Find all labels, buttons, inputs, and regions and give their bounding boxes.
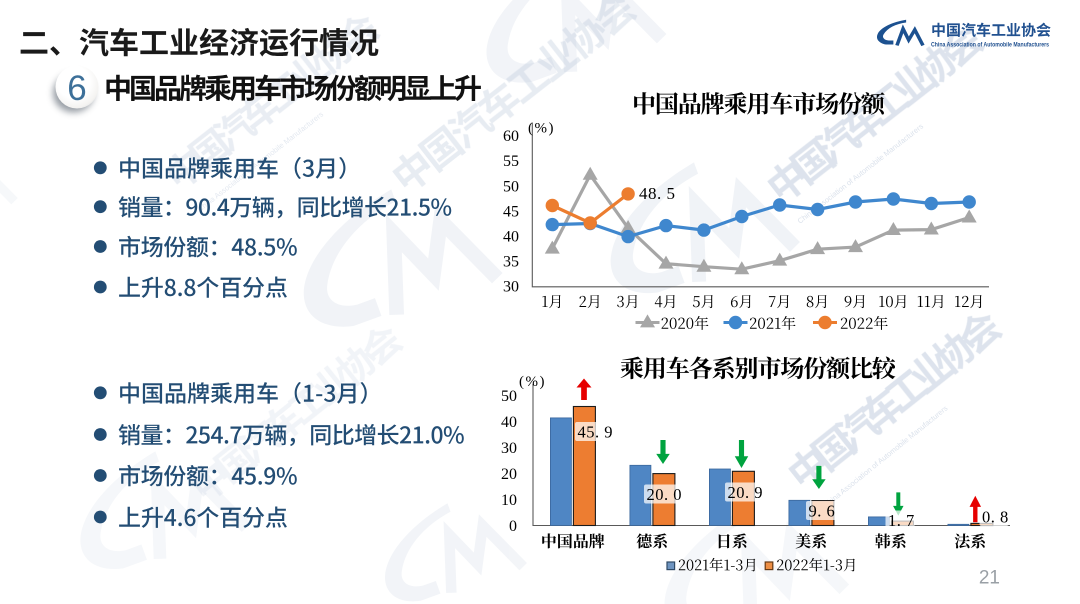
svg-text:(%): (%) — [519, 374, 546, 390]
svg-text:0: 0 — [509, 518, 517, 535]
svg-text:20: 20 — [501, 466, 517, 483]
svg-text:35: 35 — [503, 254, 519, 271]
svg-text:(%): (%) — [528, 121, 555, 137]
svg-text:50: 50 — [503, 178, 519, 195]
svg-text:20. 0: 20. 0 — [647, 485, 683, 504]
svg-text:6: 6 — [67, 69, 86, 108]
svg-text:55: 55 — [503, 153, 519, 170]
svg-text:10: 10 — [501, 492, 517, 509]
svg-text:1. 7: 1. 7 — [888, 511, 915, 530]
svg-text:0. 8: 0. 8 — [982, 508, 1009, 527]
svg-text:45: 45 — [503, 203, 519, 220]
svg-text:45. 9: 45. 9 — [578, 423, 614, 442]
svg-text:9. 6: 9. 6 — [809, 502, 836, 521]
svg-text:40: 40 — [501, 414, 517, 431]
svg-text:60: 60 — [503, 128, 519, 145]
svg-text:48. 5: 48. 5 — [639, 184, 676, 203]
svg-text:21: 21 — [979, 568, 1000, 589]
svg-text:China Association of Automobil: China Association of Automobile Manufact… — [931, 42, 1049, 49]
svg-text:20. 9: 20. 9 — [728, 483, 764, 502]
svg-text:30: 30 — [503, 279, 519, 296]
svg-text:50: 50 — [501, 388, 517, 405]
svg-text:40: 40 — [503, 229, 519, 246]
svg-text:30: 30 — [501, 440, 517, 457]
